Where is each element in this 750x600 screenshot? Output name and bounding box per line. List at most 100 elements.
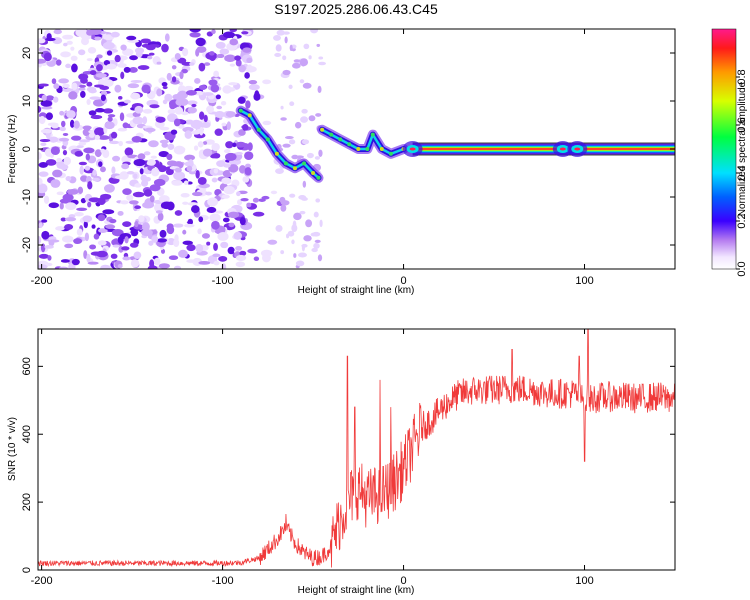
noise-speckle bbox=[194, 78, 201, 84]
noise-speckle bbox=[232, 142, 237, 148]
noise-speckle bbox=[130, 92, 141, 100]
noise-speckle bbox=[252, 197, 260, 203]
noise-speckle bbox=[79, 84, 86, 88]
noise-speckle bbox=[76, 207, 88, 212]
noise-speckle bbox=[288, 84, 293, 90]
noise-speckle bbox=[187, 202, 199, 206]
noise-speckle bbox=[301, 244, 305, 252]
noise-speckle bbox=[161, 43, 169, 53]
noise-speckle bbox=[173, 265, 182, 269]
noise-speckle bbox=[78, 161, 88, 166]
noise-speckle bbox=[97, 240, 107, 246]
noise-speckle bbox=[48, 136, 59, 143]
noise-speckle bbox=[221, 122, 227, 127]
noise-speckle bbox=[174, 52, 181, 60]
noise-speckle bbox=[147, 265, 158, 269]
noise-speckle bbox=[159, 126, 170, 131]
noise-speckle bbox=[59, 164, 69, 171]
noise-speckle bbox=[273, 35, 282, 41]
noise-speckle bbox=[129, 55, 138, 61]
noise-speckle bbox=[100, 94, 106, 102]
noise-speckle bbox=[156, 61, 162, 65]
noise-speckle bbox=[110, 131, 118, 139]
noise-speckle bbox=[241, 31, 249, 35]
noise-speckle bbox=[92, 169, 97, 176]
noise-speckle bbox=[41, 230, 50, 240]
y-tick-label: 600 bbox=[21, 357, 33, 375]
noise-speckle bbox=[141, 229, 153, 237]
noise-speckle bbox=[318, 56, 324, 60]
top-y-ticks: -20 -10 0 10 20 bbox=[21, 47, 675, 253]
noise-speckle bbox=[229, 63, 236, 67]
descending-trace-point bbox=[316, 175, 321, 180]
noise-speckle bbox=[66, 40, 73, 45]
noise-speckle bbox=[164, 93, 173, 102]
bottom-x-label: Height of straight line (km) bbox=[298, 585, 415, 596]
noise-speckle bbox=[181, 111, 189, 116]
noise-speckle bbox=[64, 243, 74, 249]
noise-speckle bbox=[120, 71, 125, 80]
noise-speckle bbox=[78, 87, 86, 91]
noise-speckle bbox=[195, 243, 204, 253]
noise-speckle bbox=[133, 251, 142, 259]
noise-speckle bbox=[184, 130, 193, 139]
noise-speckle bbox=[173, 171, 186, 181]
noise-speckle bbox=[276, 29, 286, 36]
noise-speckle bbox=[310, 29, 319, 34]
noise-speckle bbox=[171, 180, 183, 186]
noise-speckle bbox=[190, 119, 203, 129]
noise-speckle bbox=[90, 115, 103, 120]
noise-speckle bbox=[70, 55, 78, 61]
noise-speckle bbox=[109, 140, 120, 145]
noise-speckle bbox=[141, 84, 151, 94]
noise-speckle bbox=[38, 105, 42, 113]
noise-speckle bbox=[86, 29, 94, 36]
noise-speckle bbox=[122, 221, 132, 227]
colorbar-label: Normalized spectral amplitude bbox=[737, 81, 748, 216]
noise-speckle bbox=[253, 256, 260, 262]
noise-speckle bbox=[38, 177, 43, 186]
noise-speckle bbox=[100, 148, 106, 154]
noise-speckle bbox=[80, 175, 88, 182]
bottom-x-ticks: -200 -100 0 100 bbox=[31, 329, 594, 587]
noise-speckle bbox=[235, 141, 247, 148]
noise-speckle bbox=[138, 215, 145, 223]
noise-speckle bbox=[86, 58, 93, 62]
noise-speckle bbox=[88, 132, 95, 138]
noise-speckle bbox=[73, 120, 80, 129]
noise-speckle bbox=[222, 85, 232, 94]
noise-speckle bbox=[65, 63, 72, 69]
noise-speckle bbox=[240, 198, 249, 202]
noise-speckle bbox=[295, 260, 305, 267]
noise-speckle bbox=[274, 52, 282, 58]
noise-speckle bbox=[38, 161, 48, 168]
noise-speckle bbox=[158, 195, 170, 203]
snr-frame bbox=[37, 328, 676, 571]
noise-speckle bbox=[202, 148, 213, 157]
upper-trace-point bbox=[320, 127, 325, 132]
upper-trace-peak bbox=[320, 128, 405, 156]
noise-speckle bbox=[175, 98, 185, 106]
noise-speckle bbox=[159, 139, 169, 144]
noise-speckle bbox=[191, 130, 201, 135]
noise-speckle bbox=[147, 158, 156, 166]
noise-speckle bbox=[75, 29, 88, 37]
noise-speckle bbox=[208, 79, 218, 86]
noise-speckle bbox=[301, 108, 308, 114]
noise-speckle bbox=[38, 116, 46, 125]
noise-speckle bbox=[205, 191, 212, 196]
spectrogram-marks bbox=[38, 29, 675, 269]
noise-speckle bbox=[214, 128, 223, 136]
noise-speckle bbox=[143, 151, 151, 156]
noise-speckle bbox=[60, 217, 67, 222]
noise-speckle bbox=[235, 246, 243, 251]
noise-speckle bbox=[164, 33, 170, 42]
x-tick-label: 0 bbox=[400, 275, 406, 287]
noise-speckle bbox=[178, 249, 188, 258]
noise-speckle bbox=[143, 189, 153, 197]
noise-speckle bbox=[129, 242, 139, 248]
noise-speckle bbox=[182, 47, 189, 57]
noise-speckle bbox=[317, 254, 323, 262]
noise-speckle bbox=[120, 44, 127, 51]
